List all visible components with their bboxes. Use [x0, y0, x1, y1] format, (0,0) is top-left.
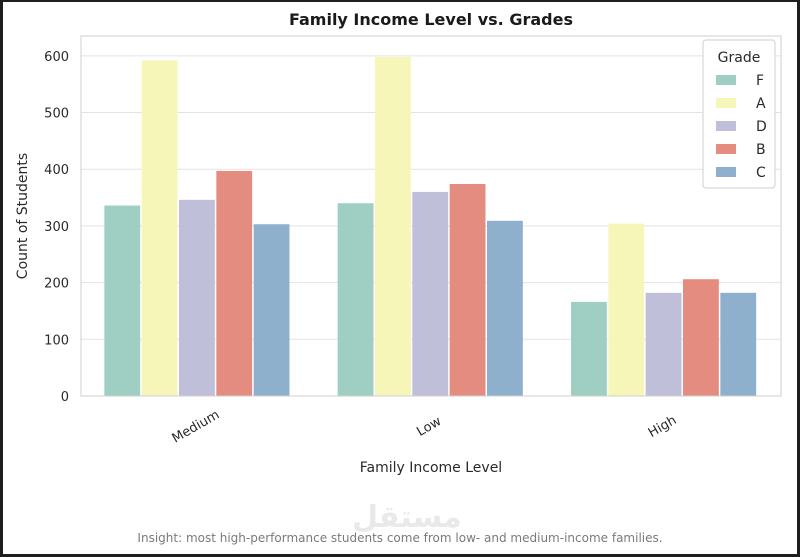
legend-label: F: [756, 73, 764, 89]
legend-label: B: [756, 142, 766, 158]
y-axis-label: Count of Students: [15, 153, 31, 279]
x-tick-labels: Medium Low High: [170, 407, 680, 446]
x-tick-label: High: [646, 413, 679, 441]
x-tick-label: Medium: [170, 407, 223, 446]
bar-a-high: [608, 223, 645, 396]
x-axis-label: Family Income Level: [360, 460, 502, 476]
bar-c-high: [720, 292, 757, 396]
window-frame-right: [797, 0, 800, 557]
bar-layer: [104, 56, 757, 396]
insight-caption: Insight: most high-performance students …: [137, 531, 663, 545]
legend-swatch: [716, 75, 736, 85]
legend-label: D: [756, 119, 767, 135]
bar-f-low: [337, 203, 374, 396]
legend-label: A: [756, 96, 766, 112]
bar-d-medium: [179, 199, 215, 396]
bar-b-medium: [216, 170, 253, 396]
y-tick-label: 300: [44, 220, 69, 235]
bar-d-low: [412, 191, 449, 396]
y-tick-label: 600: [44, 50, 69, 65]
plot-frame: [80, 35, 782, 397]
window-frame-bottom: [0, 554, 800, 557]
bar-f-high: [571, 301, 607, 396]
legend-swatch: [716, 144, 736, 154]
legend-title: Grade: [718, 50, 761, 66]
legend-swatch: [716, 98, 736, 108]
watermark-logo: مستقل: [352, 500, 462, 535]
legend-swatch: [716, 167, 736, 177]
legend-swatch: [716, 121, 736, 131]
bar-f-medium: [104, 205, 141, 396]
legend-label: C: [756, 165, 766, 181]
bar-a-low: [375, 56, 411, 396]
bar-d-high: [645, 292, 682, 396]
bar-c-medium: [253, 224, 290, 396]
bar-a-medium: [141, 60, 178, 396]
y-tick-label: 200: [44, 277, 69, 292]
y-tick-label: 100: [44, 333, 69, 348]
window-frame-left: [0, 0, 3, 557]
y-tick-label: 500: [44, 107, 69, 122]
bar-b-high: [683, 279, 719, 396]
y-tick-label: 0: [61, 390, 69, 405]
bar-b-low: [449, 183, 486, 396]
window-frame-top: [0, 0, 800, 2]
bar-c-low: [487, 220, 523, 396]
y-tick-label: 400: [44, 163, 69, 178]
x-tick-label: Low: [414, 414, 444, 440]
chart-title: Family Income Level vs. Grades: [289, 10, 573, 29]
y-tick-labels: 0 100 200 300 400 500 600: [44, 50, 69, 405]
